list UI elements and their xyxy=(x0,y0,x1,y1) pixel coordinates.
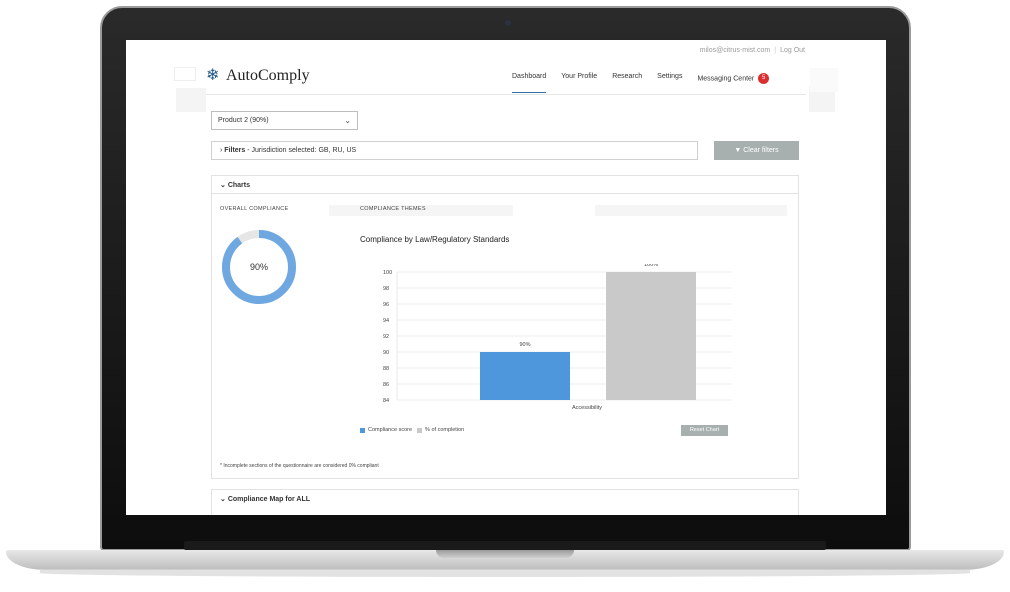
chevron-down-icon: ⌄ xyxy=(344,116,351,125)
y-tick-label: 92 xyxy=(383,334,389,340)
compliance-bar-chart: 84 86 88 90 92 94 96 98 100 90% 100% Accessibility xyxy=(383,264,732,411)
bar-data-label: 90% xyxy=(519,342,530,348)
clear-filters-label: Clear filters xyxy=(743,147,779,154)
product-select-value: Product 2 (90%) xyxy=(218,117,269,124)
user-email: milos@citrus-mist.com xyxy=(699,47,771,54)
main-nav: Dashboard Your Profile Research Settings… xyxy=(512,73,784,93)
footnote: * Incomplete sections of the questionnai… xyxy=(220,463,379,469)
filters-label: Filters xyxy=(224,147,246,154)
placeholder-box xyxy=(176,88,206,112)
logout-link[interactable]: Log Out xyxy=(780,47,805,54)
chevron-right-icon: › xyxy=(220,147,223,154)
legend-swatch-completion xyxy=(417,427,423,433)
compliance-map-title: Compliance Map for ALL xyxy=(227,496,311,503)
bar-completion[interactable] xyxy=(606,272,696,400)
legend-label-score[interactable]: Compliance score xyxy=(368,427,413,433)
y-tick-label: 88 xyxy=(383,366,389,372)
y-tick-label: 94 xyxy=(383,318,389,324)
overall-compliance-label: OVERALL COMPLIANCE xyxy=(220,206,289,212)
charts-panel-header[interactable]: ⌄ Charts xyxy=(212,176,798,194)
laptop-shadow xyxy=(40,569,970,577)
laptop-base xyxy=(6,550,1004,570)
nav-settings[interactable]: Settings xyxy=(657,73,683,80)
chart-legend: Compliance score % of completion xyxy=(360,427,464,433)
legend-swatch-score xyxy=(360,427,365,433)
nav-research[interactable]: Research xyxy=(612,73,643,80)
chevron-down-icon: ⌄ xyxy=(220,496,226,503)
filter-icon: ▼ xyxy=(734,147,742,154)
header-divider xyxy=(206,94,806,95)
y-tick-label: 86 xyxy=(383,382,389,388)
bar-data-label: 100% xyxy=(644,264,658,268)
nav-dashboard[interactable]: Dashboard xyxy=(512,73,547,93)
compliance-map-panel[interactable]: ⌄ Compliance Map for ALL xyxy=(211,489,799,515)
snowflake-icon: ❄ xyxy=(206,67,220,84)
camera-icon xyxy=(505,20,511,26)
user-bar: milos@citrus-mist.com | Log Out xyxy=(700,47,805,54)
product-select[interactable]: Product 2 (90%) ⌄ xyxy=(211,111,358,130)
y-tick-label: 90 xyxy=(383,350,389,356)
overall-compliance-value: 90% xyxy=(250,262,268,272)
x-category-label: Accessibility xyxy=(572,405,602,411)
y-tick-label: 100 xyxy=(383,270,392,276)
charts-panel: ⌄ Charts OVERALL COMPLIANCE COMPLIANCE T… xyxy=(211,175,799,479)
logo-text: AutoComply xyxy=(226,67,310,84)
placeholder-box xyxy=(810,68,838,92)
message-count-badge: 5 xyxy=(758,73,770,84)
logo[interactable]: ❄ AutoComply xyxy=(206,67,310,85)
compliance-themes-label: COMPLIANCE THEMES xyxy=(360,206,426,212)
y-tick-label: 98 xyxy=(383,286,389,292)
nav-messaging-center[interactable]: Messaging Center 5 xyxy=(697,73,770,93)
reset-chart-button[interactable]: Reset Chart xyxy=(681,425,728,436)
chart-title: Compliance by Law/Regulatory Standards xyxy=(360,235,510,244)
nav-messaging-label: Messaging Center xyxy=(697,75,755,83)
filters-bar[interactable]: › Filters - Jurisdiction selected: GB, R… xyxy=(211,141,698,160)
charts-panel-title: Charts xyxy=(227,182,251,189)
donut-progress-arc xyxy=(222,230,296,304)
y-tick-label: 96 xyxy=(383,302,389,308)
separator: | xyxy=(774,47,777,54)
overall-compliance-donut: 90% xyxy=(222,230,296,304)
legend-label-completion[interactable]: % of completion xyxy=(425,427,465,433)
chevron-down-icon: ⌄ xyxy=(220,182,226,189)
y-tick-label: 84 xyxy=(383,398,389,404)
themes-header-bar xyxy=(329,205,513,216)
bezel-bottom xyxy=(184,541,826,550)
bar-compliance-score[interactable] xyxy=(480,352,570,400)
screen: milos@citrus-mist.com | Log Out ❄ AutoComp… xyxy=(126,40,886,515)
clear-filters-button[interactable]: ▼ Clear filters xyxy=(714,141,799,160)
filters-summary: - Jurisdiction selected: GB, RU, US xyxy=(245,147,357,154)
laptop-notch xyxy=(436,550,574,558)
placeholder-box xyxy=(174,67,196,81)
nav-your-profile[interactable]: Your Profile xyxy=(561,73,598,80)
themes-header-bar xyxy=(595,205,787,216)
